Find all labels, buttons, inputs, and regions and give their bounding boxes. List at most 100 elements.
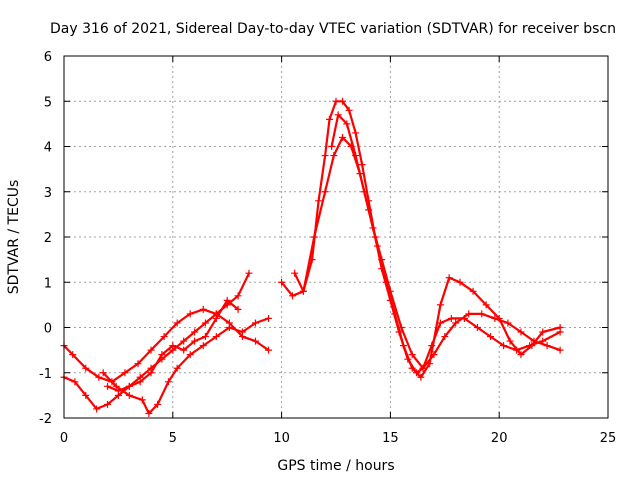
data-point-marker [234,292,242,300]
data-point-marker [154,400,162,408]
data-point-marker [441,333,449,341]
data-point-marker [486,333,494,341]
data-point-marker [180,337,188,345]
data-point-marker [223,296,231,304]
data-point-marker [191,328,199,336]
data-point-marker [145,409,153,417]
series-line [102,317,270,415]
series-line [62,308,270,383]
data-point-marker [539,328,547,336]
x-axis-label: GPS time / hours [277,458,394,474]
data-point-marker [160,333,168,341]
data-point-marker [397,324,405,331]
data-point-marker [345,106,353,114]
data-point-marker [265,346,273,354]
data-point-marker [112,382,120,390]
data-point-marker [180,346,188,354]
data-point-marker [121,369,129,377]
data-point-marker [378,256,386,264]
data-point-marker [465,310,473,318]
data-point-marker [104,382,112,390]
series-satellite-track-1 [60,305,273,386]
data-point-marker [417,373,425,381]
data-point-marker [278,278,286,286]
grid-lines [64,56,608,418]
data-point-marker [199,342,207,350]
data-point-marker [134,360,142,368]
data-point-marker [339,97,347,105]
data-point-marker [265,314,273,322]
data-point-marker [530,337,538,345]
data-point-marker [147,346,155,354]
data-point-marker [452,319,460,327]
data-point-marker [334,111,342,119]
data-point-marker [212,314,220,322]
data-point-marker [491,314,499,322]
data-series [60,97,564,417]
y-tick-label: 4 [44,141,52,156]
y-tick-label: 5 [44,95,52,110]
data-point-marker [291,269,299,277]
y-tick-label: 0 [44,322,52,337]
x-tick-label: 0 [60,431,68,446]
data-point-marker [315,197,323,205]
data-point-marker [199,305,207,313]
data-point-marker [419,364,427,372]
x-tick-label: 15 [382,431,399,446]
data-point-marker [201,333,209,341]
data-point-marker [369,224,377,232]
y-tick-label: 6 [44,50,52,65]
data-point-marker [478,310,486,318]
data-point-marker [186,310,194,318]
data-point-marker [517,351,525,359]
data-point-marker [482,301,490,309]
data-point-marker [82,364,90,372]
data-point-marker [173,319,181,327]
data-point-marker [386,287,394,295]
data-point-marker [352,152,360,160]
data-point-marker [328,143,336,150]
data-point-marker [251,337,259,345]
data-point-marker [325,115,333,123]
data-point-marker [506,337,514,345]
data-point-marker [136,378,144,386]
data-point-marker [399,342,407,350]
series-satellite-track-6 [291,133,564,381]
data-point-marker [430,351,438,359]
data-point-marker [125,382,133,390]
data-point-marker [251,319,259,327]
data-point-marker [408,351,416,359]
y-tick-label: -1 [39,367,52,382]
data-point-marker [332,97,340,105]
x-tick-label: 5 [169,431,177,446]
y-tick-label: 1 [44,276,52,291]
y-tick-label: 2 [44,231,52,246]
series-line [330,113,562,370]
data-point-marker [343,120,351,128]
data-point-marker [114,387,122,395]
data-point-marker [234,305,242,313]
series-satellite-track-7 [328,111,564,372]
series-satellite-track-4 [104,296,242,395]
data-point-marker [321,152,329,160]
data-point-marker [169,342,177,350]
x-tick-label: 10 [273,431,290,446]
data-point-marker [445,274,453,282]
data-point-marker [321,188,329,196]
data-point-marker [288,292,296,300]
data-point-marker [245,269,253,277]
data-point-marker [125,391,133,399]
data-point-marker [191,337,199,345]
data-point-marker [104,400,112,408]
y-tick-label: 3 [44,186,52,201]
data-point-marker [164,378,172,386]
axis-ticks: 0 5 10 15 20 25 -2 -1 0 1 2 3 4 5 6 [39,50,616,446]
data-point-marker [71,378,79,386]
data-point-marker [352,129,360,137]
data-point-marker [299,287,307,295]
series-satellite-track-3 [99,314,273,417]
data-point-marker [473,324,481,331]
data-point-marker [93,405,101,413]
data-point-marker [556,324,564,331]
